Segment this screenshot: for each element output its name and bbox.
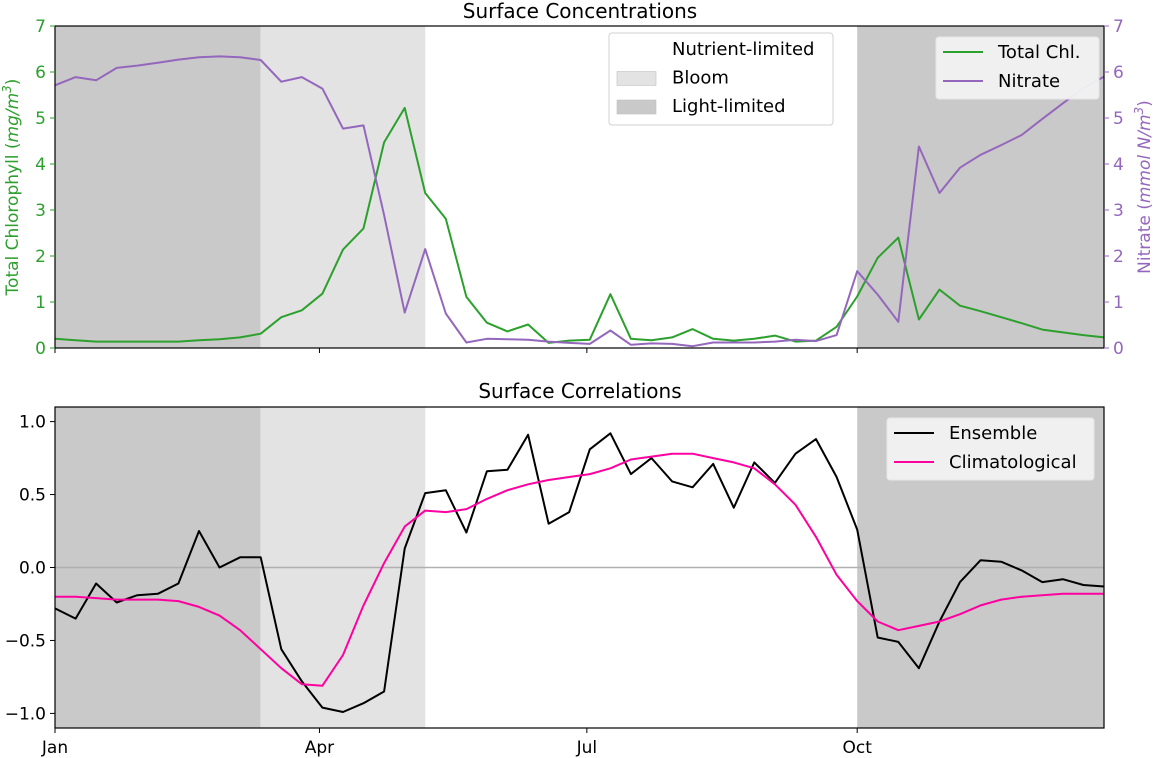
x-tick-label: Jan [41, 738, 68, 758]
y-tick-label: 0.5 [19, 486, 46, 506]
region-legend-swatch [616, 71, 657, 86]
region-legend-label: Light-limited [672, 96, 786, 117]
axes-frame [54, 25, 1105, 349]
left-y-axis-label-exponent: 3 [0, 85, 14, 93]
correlation-legend-box [886, 417, 1095, 481]
bottom-chart-title: Surface Correlations [478, 379, 681, 403]
right-y-tick-label: 2 [1113, 247, 1124, 267]
left-y-axis-label-unit: mg/m [3, 93, 23, 143]
left-y-tick-label: 4 [35, 155, 46, 175]
series-line-ensemble [54, 432, 1105, 713]
right-y-tick-label: 6 [1113, 63, 1124, 83]
right-y-axis-label-prefix: Nitrate ( [1135, 203, 1153, 274]
region-legend-swatch [617, 43, 656, 57]
series-line-total-chl- [54, 106, 1105, 344]
region-legend-swatch [616, 99, 657, 115]
surface-correlations-panel: Jan Apr Jul Oct −1.0 −0.5 0.0 0.5 1.0 Ensemble Cli… [5, 406, 1105, 758]
correlation-legend: Ensemble Climatological [886, 417, 1095, 481]
left-y-axis-label: Total Chlorophyll (mg/m3) [0, 79, 23, 297]
region-legend: Nutrient-limited Bloom Light-limited [608, 32, 834, 126]
right-y-tick-label: 1 [1113, 293, 1124, 313]
right-y-tick-label: 7 [1113, 17, 1124, 37]
region-legend-box [608, 32, 834, 126]
right-y-tick-label: 5 [1113, 109, 1124, 129]
left-y-tick-label: 5 [35, 109, 46, 129]
left-y-tick-label: 2 [35, 247, 46, 267]
right-y-tick-label: 3 [1113, 201, 1124, 221]
right-y-tick-label: 4 [1113, 155, 1124, 175]
right-y-axis-label: Nitrate (mmol N/m3) [1132, 100, 1153, 274]
series-line-nitrate [54, 55, 1105, 348]
left-y-axis-label-suffix: ) [3, 79, 23, 86]
series-legend: Total Chl. Nitrate [935, 36, 1100, 100]
top-chart-title: Surface Concentrations [463, 0, 697, 23]
series-legend-label: Total Chl. [997, 42, 1080, 63]
right-y-axis-label-suffix: ) [1135, 100, 1153, 107]
correlation-legend-label: Climatological [949, 452, 1077, 473]
y-tick-label: 1.0 [19, 413, 46, 433]
left-y-tick-label: 1 [35, 293, 46, 313]
right-y-axis-label-exponent: 3 [1132, 107, 1146, 115]
x-tick-label: Apr [305, 738, 334, 758]
x-tick-label: Oct [842, 738, 872, 758]
right-y-tick-label: 0 [1113, 339, 1124, 359]
region-legend-label: Bloom [672, 68, 729, 89]
left-y-tick-label: 3 [35, 201, 46, 221]
y-tick-label: 0.0 [19, 559, 46, 579]
region-legend-label: Nutrient-limited [672, 39, 814, 60]
correlation-legend-label: Ensemble [949, 423, 1037, 444]
right-y-axis-label-unit: mmol N/m [1135, 114, 1153, 203]
x-tick-label: Jul [576, 738, 598, 758]
region-bloom [260, 26, 426, 348]
left-y-tick-label: 7 [35, 17, 46, 37]
region-light-limited [55, 26, 261, 348]
left-y-tick-label: 0 [35, 339, 46, 359]
y-tick-label: −0.5 [5, 631, 46, 651]
y-tick-label: −1.0 [5, 704, 46, 724]
left-y-axis-label-prefix: Total Chlorophyll ( [3, 142, 23, 296]
left-y-tick-label: 6 [35, 63, 46, 83]
series-legend-label: Nitrate [998, 71, 1060, 92]
series-line-climatological [55, 452, 1104, 687]
